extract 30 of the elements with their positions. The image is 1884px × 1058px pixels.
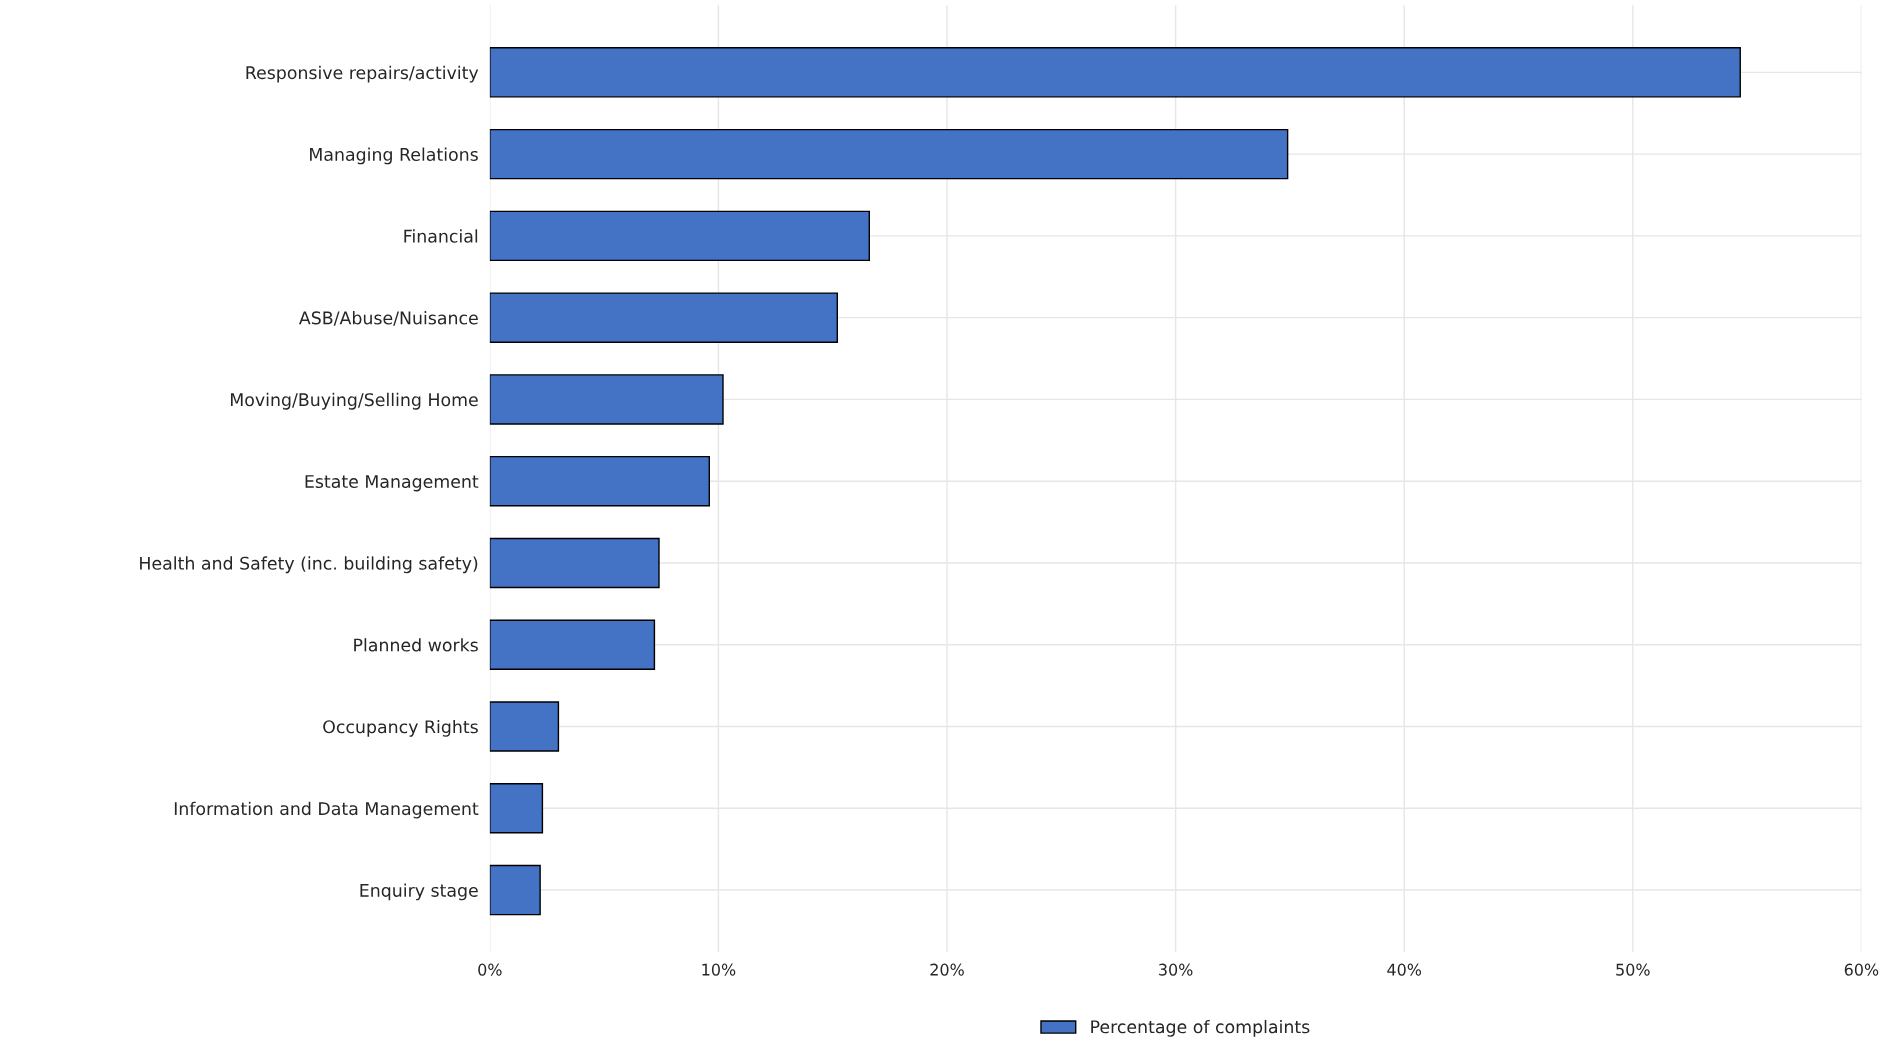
bar	[489, 455, 710, 507]
y-tick-label: Managing Relations	[310, 147, 478, 165]
y-tick-label: Financial	[404, 229, 478, 243]
y-tick-label: Planned works	[354, 638, 478, 652]
x-tick-label: 0%	[478, 963, 502, 976]
bar	[489, 292, 838, 343]
x-tick-label: 40%	[1387, 963, 1422, 976]
y-tick-label: Moving/Buying/Selling Home	[230, 392, 478, 410]
bar	[489, 783, 544, 834]
y-tick-label: Responsive repairs/activity	[246, 65, 479, 83]
bar	[489, 374, 724, 425]
x-tick-label: 20%	[930, 963, 964, 976]
legend-label: Percentage of complaints	[1091, 1019, 1310, 1037]
bar	[489, 210, 870, 262]
bar	[489, 701, 560, 752]
bar	[489, 619, 656, 670]
x-tick-label: 60%	[1844, 963, 1879, 976]
bar	[489, 864, 541, 916]
y-tick-label: Information and Data Management	[174, 801, 479, 819]
x-tick-label: 10%	[702, 963, 736, 976]
x-tick-label: 30%	[1159, 963, 1193, 976]
y-tick-label: Occupancy Rights	[323, 719, 478, 737]
bar	[489, 47, 1741, 98]
y-tick-label: Estate Management	[305, 475, 479, 492]
y-tick-label: Enquiry stage	[360, 883, 478, 901]
bar	[489, 128, 1289, 180]
bar	[489, 537, 660, 589]
y-tick-label: ASB/Abuse/Nuisance	[299, 311, 478, 326]
x-tick-label: 50%	[1616, 963, 1650, 976]
y-tick-label: Health and Safety (inc. building safety)	[140, 556, 478, 574]
